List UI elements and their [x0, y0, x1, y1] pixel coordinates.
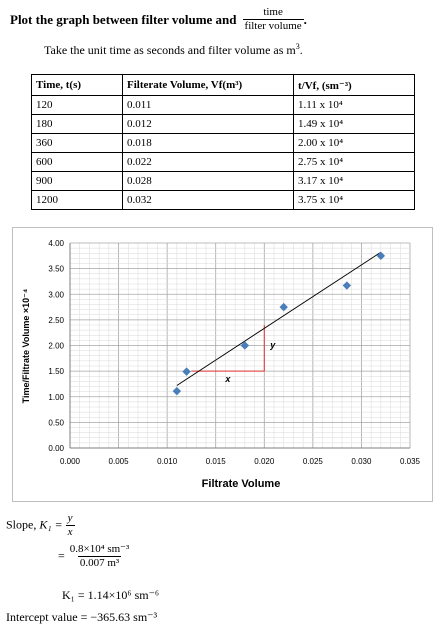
subtitle-text: Take the unit time as seconds and filter… — [44, 43, 296, 57]
table-cell: 3.17 x 10⁴ — [293, 171, 415, 191]
y-tick-label: 3.50 — [48, 265, 64, 274]
data-table: Time, t(s) Filterate Volume, Vf(m³) t/Vf… — [31, 74, 415, 210]
k1-result: K₁ = 1.14×10⁶ sm⁻⁶ — [62, 588, 160, 602]
y-tick-label: 0.00 — [48, 444, 64, 453]
substitution-denominator: 0.007 m³ — [77, 556, 122, 569]
x-axis-label: Filtrate Volume — [202, 478, 281, 490]
table-header-time: Time, t(s) — [31, 74, 123, 96]
table-cell: 1.49 x 10⁴ — [293, 114, 415, 134]
table-row: 120 0.011 1.11 x 10⁴ — [31, 95, 415, 115]
chart-container: 0.000 0.005 0.010 0.015 0.020 0.025 0.030 0.035… — [12, 227, 433, 502]
x-tick-label: 0.005 — [109, 457, 130, 466]
y-tick-label: 2.50 — [48, 316, 64, 325]
table-row: 600 0.022 2.75 x 10⁴ — [31, 152, 415, 172]
data-point — [182, 367, 191, 376]
y-tick-label: 3.00 — [48, 290, 64, 299]
chart-ticks: 0.000 0.005 0.010 0.015 0.020 0.025 0.030 0.035… — [48, 239, 420, 466]
heading-fraction-numerator: time — [263, 6, 283, 18]
slope-fraction-denominator: x — [65, 525, 75, 538]
table-cell: 900 — [31, 171, 123, 191]
data-point — [279, 302, 288, 312]
x-tick-label: 0.020 — [254, 457, 275, 466]
table-header-ratio: t/Vf, (sm⁻³) — [293, 74, 415, 96]
y-tick-label: 1.50 — [48, 367, 64, 376]
table-header-volume: Filterate Volume, Vf(m³) — [122, 74, 294, 96]
scatter-chart: 0.000 0.005 0.010 0.015 0.020 0.025 0.030 0.035… — [21, 239, 421, 490]
x-tick-label: 0.000 — [60, 457, 81, 466]
table-cell: 2.00 x 10⁴ — [293, 133, 415, 153]
table-row: 360 0.018 2.00 x 10⁴ — [31, 133, 415, 153]
table-cell: 3.75 x 10⁴ — [293, 190, 415, 210]
slope-fraction: y x — [65, 512, 75, 539]
x-tick-label: 0.035 — [400, 457, 421, 466]
triangle-x-label: x — [224, 374, 231, 384]
slope-equation: Slope, K₁ = y x — [6, 512, 75, 539]
subtitle-end: . — [299, 43, 303, 57]
table-cell: 180 — [31, 114, 123, 134]
table-cell: 120 — [31, 95, 123, 115]
y-tick-label: 0.50 — [48, 418, 64, 427]
subtitle: Take the unit time as seconds and filter… — [44, 42, 303, 58]
x-tick-label: 0.030 — [351, 457, 372, 466]
trendline — [176, 251, 382, 386]
substitution-numerator: 0.8×10⁴ sm⁻³ — [69, 543, 130, 555]
table-cell: 1200 — [31, 190, 123, 210]
x-tick-label: 0.025 — [303, 457, 324, 466]
heading-fraction-denominator: filter volume — [242, 19, 304, 32]
table-cell: 360 — [31, 133, 123, 153]
table-row: 900 0.028 3.17 x 10⁴ — [31, 171, 415, 191]
data-point — [376, 251, 386, 261]
heading-tail: . — [303, 11, 307, 27]
heading-text: Plot the graph between filter volume and — [10, 11, 237, 27]
y-tick-label: 2.00 — [48, 342, 64, 351]
table-cell: 600 — [31, 152, 123, 172]
table-header-row: Time, t(s) Filterate Volume, Vf(m³) t/Vf… — [31, 74, 415, 96]
table-cell: 0.022 — [122, 152, 294, 172]
table-cell: 0.011 — [122, 95, 294, 115]
data-point — [172, 386, 182, 396]
chart-marks: xy — [172, 251, 386, 396]
slope-substitution: = 0.8×10⁴ sm⁻³ 0.007 m³ — [58, 543, 131, 570]
substitution-fraction: 0.8×10⁴ sm⁻³ 0.007 m³ — [68, 543, 131, 570]
data-point — [240, 341, 250, 350]
y-axis-label: Time/Filtrate Volume ×10⁻⁴ — [21, 289, 31, 404]
slope-variable: K₁ = — [39, 517, 63, 532]
chart-grid — [69, 242, 411, 449]
table-row: 180 0.012 1.49 x 10⁴ — [31, 114, 415, 134]
table-cell: 0.012 — [122, 114, 294, 134]
subtitle-superscript: 3 — [295, 42, 300, 51]
slope-fraction-numerator: y — [67, 512, 73, 524]
table-cell: 1.11 x 10⁴ — [293, 95, 415, 115]
data-point — [342, 281, 352, 290]
heading-fraction: time filter volume — [242, 6, 304, 33]
table-cell: 2.75 x 10⁴ — [293, 152, 415, 172]
slope-label: Slope, — [6, 517, 37, 532]
x-tick-label: 0.010 — [157, 457, 178, 466]
table-cell: 0.028 — [122, 171, 294, 191]
equals-sign: = — [58, 548, 65, 563]
page-heading: Plot the graph between filter volume and… — [10, 6, 307, 33]
table-row: 1200 0.032 3.75 x 10⁴ — [31, 190, 415, 210]
y-tick-label: 1.00 — [48, 393, 64, 402]
y-tick-label: 4.00 — [48, 239, 64, 248]
table-cell: 0.032 — [122, 190, 294, 210]
table-cell: 0.018 — [122, 133, 294, 153]
intercept-value: Intercept value = −365.63 sm⁻³ — [6, 610, 158, 624]
triangle-y-label: y — [269, 340, 276, 350]
chart-axes — [69, 243, 410, 449]
x-tick-label: 0.015 — [206, 457, 227, 466]
